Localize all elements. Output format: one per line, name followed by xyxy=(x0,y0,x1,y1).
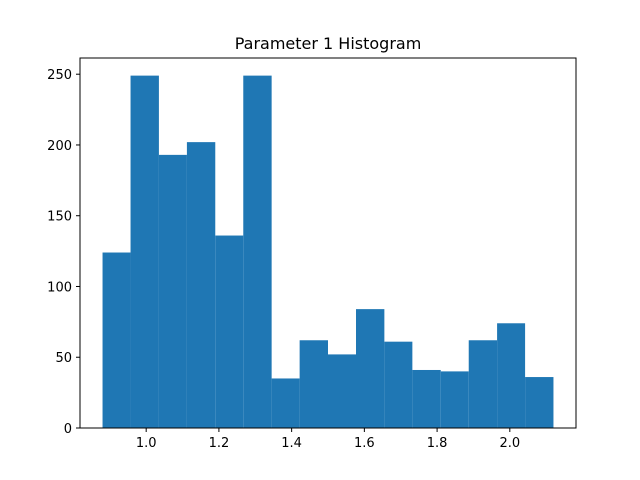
histogram-bar xyxy=(243,75,272,428)
histogram-bar xyxy=(468,340,498,428)
y-tick-label: 250 xyxy=(47,68,72,83)
y-axis-ticks: 0 50 100 150 200 250 xyxy=(47,68,80,437)
x-tick-label: 1.6 xyxy=(354,436,375,451)
histogram-bar xyxy=(102,252,131,428)
bars-group xyxy=(102,75,554,428)
x-axis-ticks: 1.0 1.2 1.4 1.6 1.8 2.0 xyxy=(136,428,520,451)
plot-frame xyxy=(79,57,577,429)
histogram-bar xyxy=(384,341,413,428)
y-tick-label: 0 xyxy=(64,422,72,437)
y-tick-label: 50 xyxy=(55,351,72,366)
histogram-bar xyxy=(299,340,328,428)
x-tick-label: 1.2 xyxy=(209,436,230,451)
y-tick-label: 200 xyxy=(47,139,72,154)
x-tick-label: 2.0 xyxy=(499,436,520,451)
histogram-bar xyxy=(271,378,300,428)
histogram-bar xyxy=(497,323,526,428)
x-tick-label: 1.8 xyxy=(427,436,448,451)
histogram-bar xyxy=(440,371,469,428)
histogram-bar xyxy=(130,75,159,428)
x-tick-label: 1.0 xyxy=(136,436,157,451)
histogram-bar xyxy=(356,309,385,428)
histogram-bar xyxy=(158,154,187,428)
histogram-bar xyxy=(412,369,441,428)
y-tick-label: 100 xyxy=(47,280,72,295)
histogram-bar xyxy=(328,354,356,428)
x-tick-label: 1.4 xyxy=(281,436,302,451)
histogram-bar xyxy=(186,142,216,428)
y-tick-label: 150 xyxy=(47,210,72,225)
chart-title: Parameter 1 Histogram xyxy=(235,34,422,53)
histogram-bar xyxy=(525,377,554,428)
histogram-bar xyxy=(215,235,244,428)
